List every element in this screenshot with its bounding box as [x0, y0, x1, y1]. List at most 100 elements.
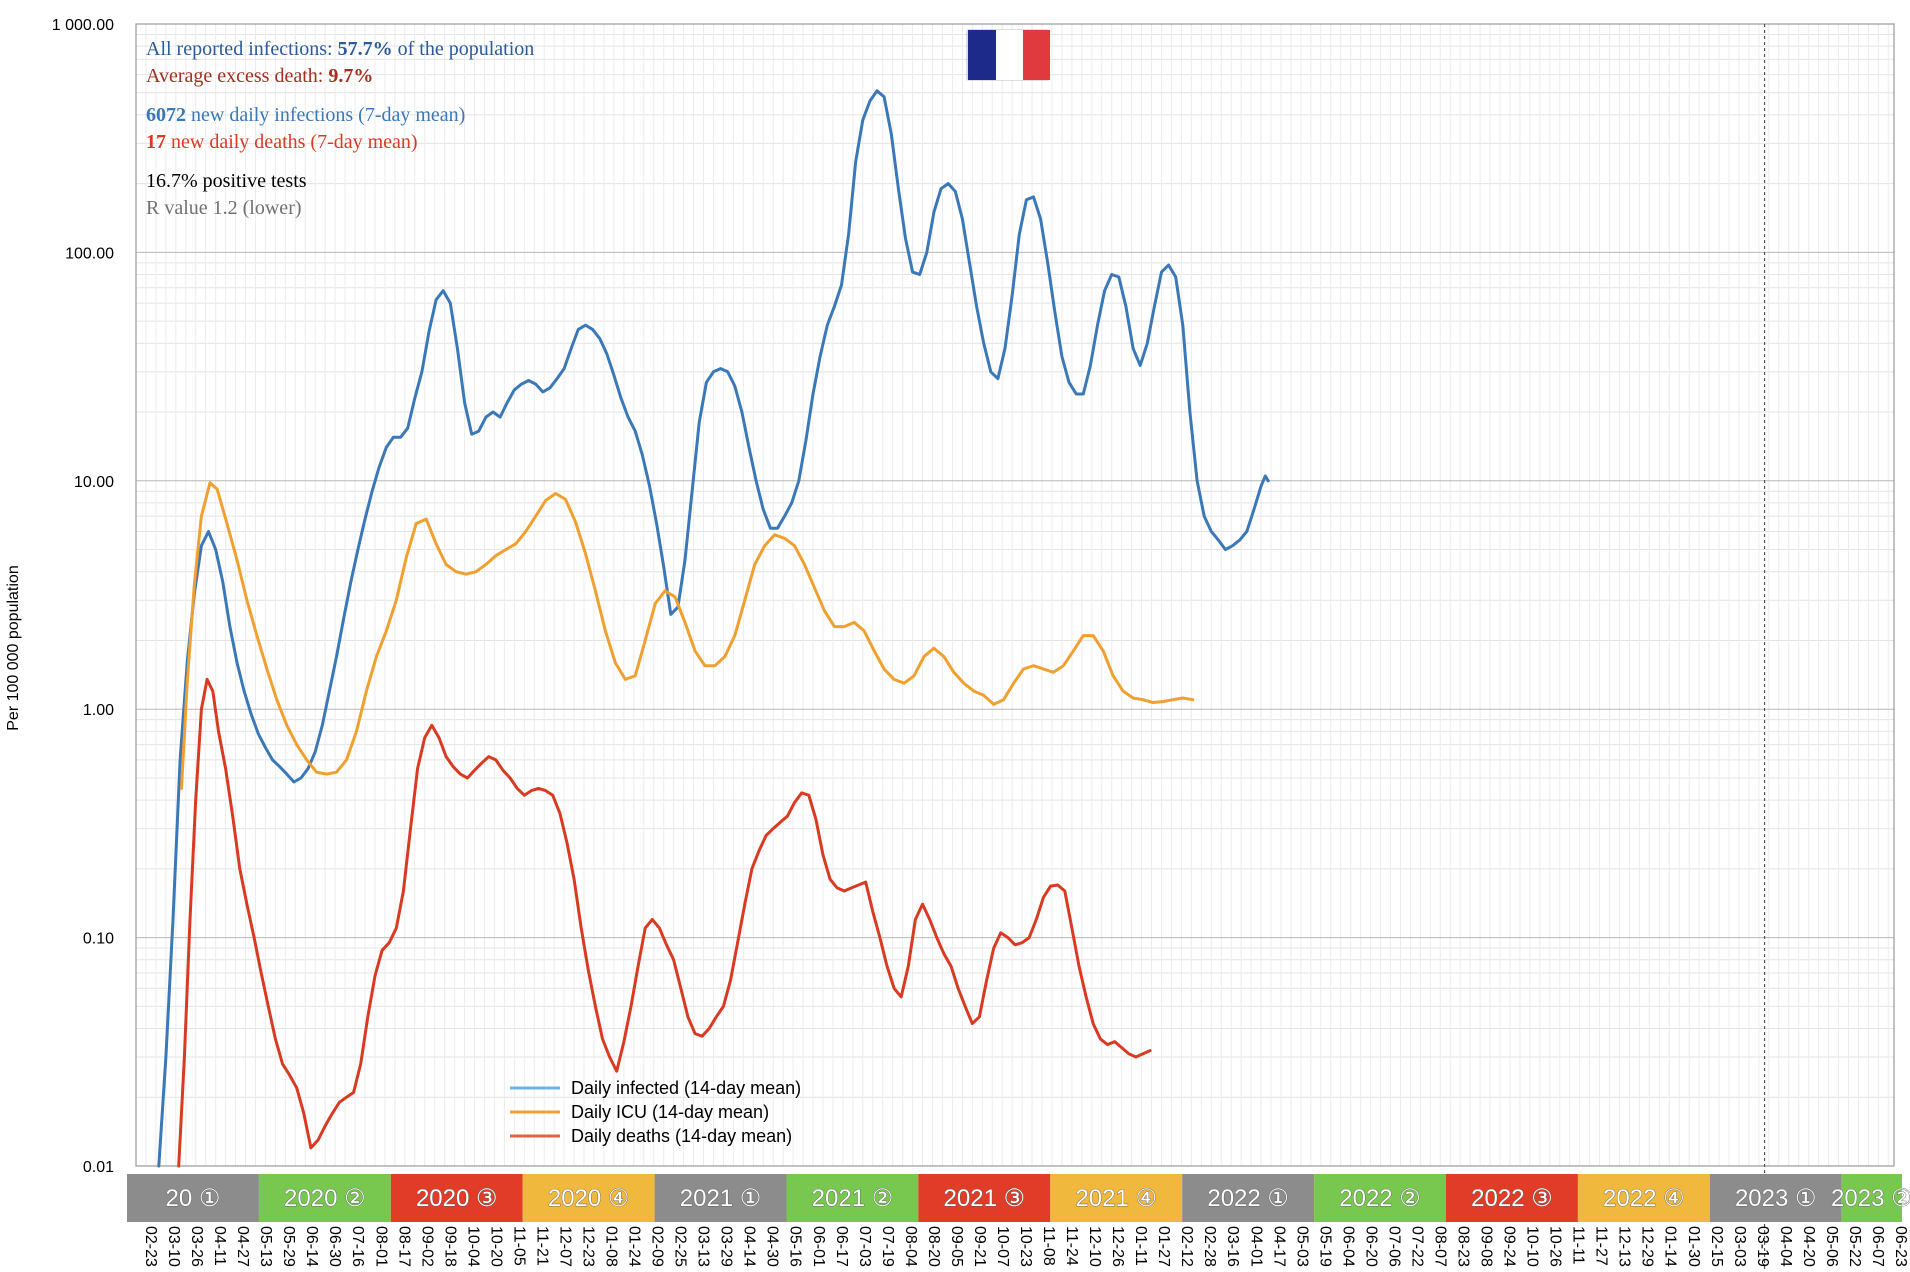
y-tick-label: 0.01 [83, 1159, 114, 1176]
y-axis-ticks: 1 000.00 100.00 10.00 1.00 0.10 0.01 [52, 17, 114, 1176]
plot-frame [135, 23, 1895, 1167]
x-tick-label: 07-03 [856, 1226, 873, 1267]
quarter-cell [1709, 1174, 1842, 1222]
x-tick-label: 06-01 [810, 1226, 827, 1267]
y-tick-label: 1 000.00 [52, 17, 114, 34]
y-tick-label: 0.10 [83, 931, 114, 948]
x-tick-label: 11-08 [1040, 1226, 1057, 1266]
x-tick-label: 12-07 [557, 1226, 574, 1267]
quarter-label: 2021 ① [680, 1185, 762, 1212]
x-tick-label: 06-17 [833, 1226, 850, 1267]
total-infections-text: All reported infections: 57.7% of the po… [146, 38, 534, 60]
x-tick-label: 02-25 [672, 1226, 689, 1267]
x-tick-label: 11-21 [533, 1226, 550, 1266]
quarter-label: 2022 ③ [1471, 1185, 1553, 1212]
quarter-label: 2020 ④ [548, 1185, 630, 1212]
quarter-cell [127, 1174, 259, 1222]
x-tick-label: 10-10 [1524, 1226, 1541, 1267]
x-tick-label: 09-24 [1501, 1226, 1518, 1267]
x-tick-label: 04-20 [1800, 1226, 1817, 1267]
x-tick-label: 10-07 [994, 1226, 1011, 1267]
x-tick-label: 05-16 [787, 1226, 804, 1267]
x-tick-label: 02-12 [1178, 1226, 1195, 1267]
x-tick-label: 12-10 [1086, 1226, 1103, 1267]
x-tick-label: 07-22 [1408, 1226, 1425, 1267]
x-tick-label: 03-13 [695, 1226, 712, 1267]
x-tick-label: 11-05 [510, 1226, 527, 1266]
x-tick-label: 01-27 [1155, 1226, 1172, 1267]
x-tick-label: 02-28 [1201, 1226, 1218, 1267]
x-tick-label: 06-14 [303, 1226, 320, 1267]
x-tick-label: 09-18 [441, 1226, 458, 1267]
x-tick-label: 02-23 [142, 1226, 159, 1267]
x-tick-label: 01-11 [1132, 1226, 1149, 1266]
x-tick-label: 04-14 [741, 1226, 758, 1267]
x-tick-label: 11-11 [1570, 1226, 1587, 1265]
x-tick-label: 05-06 [1823, 1226, 1840, 1267]
x-tick-label: 02-15 [1708, 1226, 1725, 1267]
quarter-label: 2021 ④ [1075, 1185, 1157, 1212]
r-value-text: R value 1.2 (lower) [146, 197, 302, 219]
x-tick-label: 02-09 [649, 1226, 666, 1267]
series-layer [157, 89, 1270, 1168]
x-tick-label: 03-19 [1754, 1226, 1771, 1267]
stats-annotations: All reported infections: 57.7% of the po… [146, 38, 534, 219]
x-tick-label: 12-23 [580, 1226, 597, 1267]
quarter-label: 2022 ① [1207, 1185, 1289, 1212]
new-infections-text: 6072 new daily infections (7-day mean) [146, 104, 465, 126]
quarter-label: 2020 ③ [416, 1185, 498, 1212]
x-tick-label: 10-20 [487, 1226, 504, 1267]
x-tick-label: 08-23 [1455, 1226, 1472, 1267]
x-tick-label: 04-04 [1777, 1226, 1794, 1267]
quarter-label: 2022 ④ [1603, 1185, 1685, 1212]
x-tick-label: 04-01 [1247, 1226, 1264, 1267]
x-tick-label: 03-10 [165, 1226, 182, 1267]
x-tick-label: 05-22 [1846, 1226, 1863, 1267]
x-tick-label: 03-16 [1224, 1226, 1241, 1267]
x-tick-label: 01-08 [603, 1226, 620, 1267]
quarter-cell [258, 1174, 391, 1222]
quarter-cell [1050, 1174, 1183, 1222]
x-tick-label: 08-07 [1432, 1226, 1449, 1267]
x-tick-label: 01-24 [626, 1226, 643, 1267]
quarter-band: 20 ① 2020 ② 2020 ③ 2020 ④ 2021 ① 2021 ② 2021 ③… [127, 1174, 1910, 1222]
x-tick-label: 08-20 [925, 1226, 942, 1267]
x-tick-label: 12-29 [1639, 1226, 1656, 1267]
y-tick-label: 10.00 [74, 474, 114, 491]
x-tick-label: 03-03 [1731, 1226, 1748, 1267]
x-tick-label: 11-24 [1063, 1226, 1080, 1266]
france-flag-icon [966, 29, 1050, 81]
quarter-cell [522, 1174, 655, 1222]
x-tick-label: 03-29 [718, 1226, 735, 1267]
x-tick-label: 06-04 [1339, 1226, 1356, 1267]
x-tick-label: 03-26 [188, 1226, 205, 1267]
new-deaths-text: 17 new daily deaths (7-day mean) [146, 131, 418, 153]
quarter-cell [654, 1174, 787, 1222]
x-tick-label: 08-17 [395, 1226, 412, 1267]
x-tick-label: 09-08 [1478, 1226, 1495, 1267]
quarter-label: 2020 ② [284, 1185, 366, 1212]
x-axis-ticks: 02-23 03-10 03-26 04-11 04-27 05-13 05-29 06-14… [142, 1226, 1909, 1267]
legend-label: Daily deaths (14-day mean) [571, 1126, 792, 1146]
x-tick-label: 04-27 [234, 1226, 251, 1267]
quarter-cell [1841, 1174, 1902, 1222]
x-tick-label: 07-19 [879, 1226, 896, 1267]
y-tick-label: 1.00 [83, 702, 114, 719]
series-line-3 [177, 677, 1152, 1168]
x-tick-label: 04-30 [764, 1226, 781, 1267]
x-tick-label: 11-27 [1593, 1226, 1610, 1266]
x-tick-label: 07-06 [1385, 1226, 1402, 1267]
x-tick-label: 06-30 [326, 1226, 343, 1267]
quarter-label: 2023 ② [1831, 1185, 1910, 1212]
x-tick-label: 05-03 [1293, 1226, 1310, 1267]
x-tick-label: 08-04 [902, 1226, 919, 1267]
quarter-label: 2022 ② [1339, 1185, 1421, 1212]
x-tick-label: 05-19 [1316, 1226, 1333, 1267]
legend-label: Daily infected (14-day mean) [571, 1078, 801, 1098]
quarter-cell [1182, 1174, 1315, 1222]
series-line-2 [180, 481, 1195, 790]
quarter-cell [1577, 1174, 1710, 1222]
x-tick-label: 06-20 [1362, 1226, 1379, 1267]
x-tick-label: 10-04 [464, 1226, 481, 1267]
